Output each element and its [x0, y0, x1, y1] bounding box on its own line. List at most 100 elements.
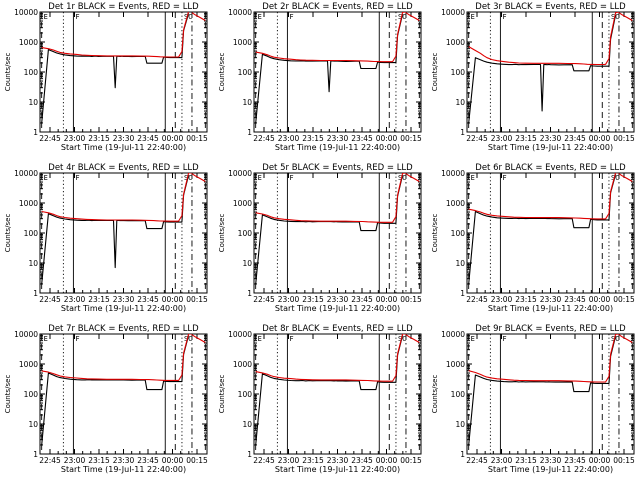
y-tick-label: 10 — [28, 420, 38, 429]
y-tick-label: 10000 — [441, 169, 465, 178]
marker-label: F — [75, 174, 79, 182]
y-tick-label: 1000 — [19, 360, 38, 369]
x-tick-label: 23:00 — [491, 295, 513, 304]
y-tick-label: 1 — [33, 128, 38, 137]
x-tick-label: 22:45 — [253, 134, 275, 143]
y-tick-label: 1 — [460, 128, 465, 137]
x-tick-label: 22:45 — [466, 295, 488, 304]
y-axis-label: Counts/sec — [4, 53, 12, 92]
y-tick-label: 10 — [455, 420, 465, 429]
y-tick-label: 1 — [460, 450, 465, 459]
y-tick-label: 10 — [455, 98, 465, 107]
x-tick-label: 00:00 — [162, 456, 184, 465]
marker-label: SC — [184, 13, 192, 21]
x-tick-label: 00:15 — [613, 456, 635, 465]
lld-decay-line — [618, 334, 633, 343]
x-tick-label: 23:45 — [564, 134, 586, 143]
series-group — [255, 12, 420, 124]
y-tick-label: 10 — [28, 259, 38, 268]
lld-decay-line — [618, 173, 633, 182]
x-axis-label: Start Time (19-Jul-11 22:40:00) — [488, 304, 613, 313]
events-series-line — [41, 174, 190, 285]
lld-decay-line — [618, 12, 633, 21]
y-tick-label: 100 — [238, 68, 253, 77]
y-axis-label: Counts/sec — [4, 214, 12, 253]
y-tick-label: 10 — [455, 259, 465, 268]
y-tick-label: 10 — [242, 420, 252, 429]
y-tick-label: 1000 — [446, 199, 465, 208]
x-tick-label: 00:00 — [589, 456, 611, 465]
panel-2: Det 2r BLACK = Events, RED = LLD 1 10 100 10… — [218, 2, 422, 152]
y-axis-label: Counts/sec — [431, 214, 439, 253]
x-tick-label: 23:00 — [64, 456, 86, 465]
x-tick-label: 23:00 — [491, 134, 513, 143]
x-tick-label: 23:45 — [351, 456, 373, 465]
x-tick-label: 00:15 — [400, 456, 422, 465]
x-tick-label: 23:45 — [137, 295, 159, 304]
y-tick-label: 1000 — [446, 360, 465, 369]
panel-3: Det 3r BLACK = Events, RED = LLD 1 10 100 10… — [431, 2, 635, 152]
panel-title: Det 7r BLACK = Events, RED = LLD — [48, 324, 199, 334]
lld-decay-line — [191, 334, 206, 343]
marker-label: E — [258, 335, 262, 343]
marker-label: F — [289, 13, 293, 21]
series-group — [468, 334, 633, 446]
lld-decay-line — [405, 12, 420, 21]
x-tick-label: 23:00 — [64, 295, 86, 304]
y-axis-label: Counts/sec — [431, 375, 439, 414]
lld-decay-line — [405, 334, 420, 343]
marker-label: F — [289, 174, 293, 182]
x-tick-label: 23:45 — [564, 295, 586, 304]
marker-label: E — [471, 13, 475, 21]
x-tick-label: 22:45 — [253, 295, 275, 304]
x-tick-label: 23:15 — [302, 295, 324, 304]
y-tick-label: 1 — [33, 450, 38, 459]
marker-label: F — [75, 335, 79, 343]
y-tick-label: 1000 — [19, 38, 38, 47]
y-tick-label: 1 — [460, 289, 465, 298]
x-tick-label: 00:00 — [589, 134, 611, 143]
marker-label: F — [289, 335, 293, 343]
y-tick-label: 1000 — [233, 38, 252, 47]
events-series-line — [255, 174, 404, 285]
x-tick-label: 23:15 — [88, 456, 110, 465]
lld-decay-line — [405, 173, 420, 182]
lld-series-line — [468, 173, 619, 220]
y-tick-label: 1000 — [446, 38, 465, 47]
x-tick-label: 23:30 — [540, 456, 562, 465]
marker-label: E — [44, 13, 48, 21]
x-tick-label: 00:00 — [589, 295, 611, 304]
y-axis-label: Counts/sec — [4, 375, 12, 414]
lld-decay-line — [191, 173, 206, 182]
x-tick-label: 00:15 — [186, 456, 208, 465]
lld-series-line — [468, 12, 620, 66]
panel-8: Det 8r BLACK = Events, RED = LLD 1 10 100 10… — [218, 324, 422, 474]
x-tick-label: 22:45 — [253, 456, 275, 465]
y-tick-label: 100 — [238, 229, 253, 238]
x-tick-label: 00:00 — [162, 134, 184, 143]
x-tick-label: 23:00 — [278, 134, 300, 143]
y-tick-label: 10000 — [14, 8, 38, 17]
events-series-line — [468, 14, 617, 124]
y-tick-label: 100 — [451, 229, 466, 238]
x-tick-label: 00:15 — [613, 134, 635, 143]
x-tick-label: 23:15 — [515, 134, 537, 143]
x-tick-label: 23:00 — [491, 456, 513, 465]
x-tick-label: 23:15 — [302, 134, 324, 143]
y-tick-label: 1000 — [19, 199, 38, 208]
x-axis-label: Start Time (19-Jul-11 22:40:00) — [61, 143, 186, 152]
x-axis-label: Start Time (19-Jul-11 22:40:00) — [61, 304, 186, 313]
events-series-line — [255, 13, 404, 124]
panel-title: Det 6r BLACK = Events, RED = LLD — [475, 163, 626, 173]
y-tick-label: 10 — [242, 259, 252, 268]
series-group — [255, 173, 420, 285]
x-tick-label: 23:30 — [327, 295, 349, 304]
x-tick-label: 22:45 — [39, 295, 61, 304]
x-tick-label: 00:00 — [376, 456, 398, 465]
panel-7: Det 7r BLACK = Events, RED = LLD 1 10 100 10… — [4, 324, 208, 474]
marker-label: F — [502, 13, 506, 21]
x-axis-label: Start Time (19-Jul-11 22:40:00) — [275, 465, 400, 474]
x-tick-label: 23:15 — [88, 295, 110, 304]
y-tick-label: 1 — [33, 289, 38, 298]
x-axis-label: Start Time (19-Jul-11 22:40:00) — [61, 465, 186, 474]
